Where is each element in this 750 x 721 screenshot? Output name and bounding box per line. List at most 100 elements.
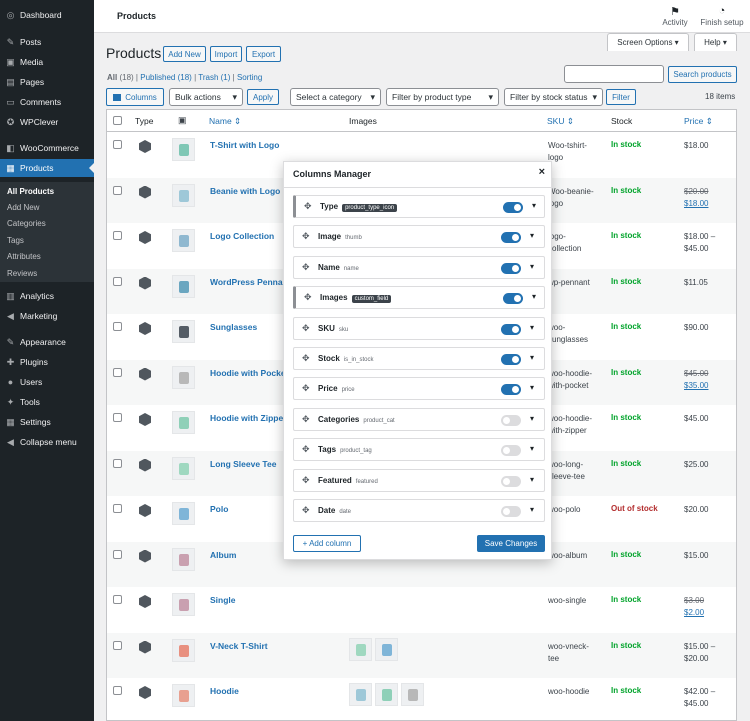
sidebar-item-products[interactable]: ▦ Products [0, 159, 94, 177]
column-row-type[interactable]: ✥ Type product_type_icon ▾ [293, 195, 545, 218]
sidebar-item-settings[interactable]: ▦ Settings [0, 413, 94, 431]
drag-handle-icon[interactable]: ✥ [302, 444, 310, 455]
row-checkbox[interactable] [113, 458, 122, 468]
column-row-image[interactable]: ✥ Image thumb ▾ [293, 225, 545, 249]
product-name-link[interactable]: WordPress Pennant [210, 276, 290, 287]
drag-handle-icon[interactable]: ✥ [302, 474, 310, 485]
chevron-down-icon[interactable]: ▾ [530, 231, 535, 241]
search-products-button[interactable]: Search products [668, 66, 737, 83]
column-toggle[interactable] [501, 354, 521, 365]
select-all-checkbox[interactable] [113, 116, 122, 125]
close-icon[interactable]: × [538, 166, 545, 178]
row-checkbox[interactable] [113, 276, 122, 286]
product-thumbnail[interactable] [172, 547, 195, 571]
sidebar-item-appearance[interactable]: ✎ Appearance [0, 333, 94, 351]
sidebar-item-comments[interactable]: ▭ Comments [0, 93, 94, 111]
gallery-image[interactable] [401, 683, 424, 706]
column-toggle[interactable] [503, 293, 523, 305]
gallery-image[interactable] [349, 637, 372, 661]
column-toggle[interactable] [501, 506, 521, 517]
product-name-link[interactable]: Sunglasses [210, 322, 258, 332]
column-row-name[interactable]: ✥ Name name ▾ [293, 255, 545, 279]
submenu-tags[interactable]: Tags [7, 235, 24, 245]
gallery-image[interactable] [349, 683, 372, 706]
sidebar-item-media[interactable]: ▣ Media [0, 53, 94, 71]
product-name-link[interactable]: Beanie with Logo [210, 185, 281, 196]
screen-options-button[interactable]: Screen Options ▾ [607, 33, 689, 51]
sidebar-item-plugins[interactable]: ✚ Plugins [0, 353, 94, 371]
product-name-link[interactable]: V-Neck T-Shirt [210, 640, 268, 651]
view-sorting[interactable]: Sorting [236, 73, 263, 82]
drag-handle-icon[interactable]: ✥ [302, 261, 310, 272]
product-thumbnail[interactable] [172, 365, 195, 389]
row-checkbox[interactable] [113, 413, 122, 422]
product-type-select[interactable]: Filter by product type [386, 88, 499, 106]
view-trash[interactable]: Trash (1) [198, 73, 231, 82]
columns-button[interactable]: Columns [106, 88, 164, 106]
row-checkbox[interactable] [113, 640, 122, 650]
product-thumbnail[interactable] [172, 638, 195, 662]
product-name-link[interactable]: Logo Collection [210, 231, 275, 241]
save-changes-button[interactable]: Save Changes [477, 535, 545, 552]
submenu-attributes[interactable]: Attributes [7, 252, 41, 262]
submenu-categories[interactable]: Categories [7, 219, 46, 229]
column-toggle[interactable] [501, 475, 521, 487]
row-checkbox[interactable] [113, 504, 122, 513]
column-toggle[interactable] [501, 384, 521, 396]
sidebar-item-tools[interactable]: ✦ Tools [0, 393, 94, 411]
product-name-link[interactable]: Hoodie with Zipper [210, 413, 287, 423]
column-row-categories[interactable]: ✥ Categories product_cat ▾ [293, 407, 545, 431]
column-row-price[interactable]: ✥ Price price ▾ [293, 377, 545, 401]
sidebar-item-wpclever[interactable]: ✪ WPClever [0, 113, 94, 131]
column-row-date[interactable]: ✥ Date date ▾ [293, 499, 545, 522]
drag-handle-icon[interactable]: ✥ [302, 413, 310, 424]
column-toggle[interactable] [503, 202, 523, 213]
category-select[interactable]: Select a category [290, 88, 381, 106]
gallery-image[interactable] [375, 683, 398, 706]
column-toggle[interactable] [501, 445, 521, 457]
product-name-link[interactable]: Long Sleeve Tee [210, 458, 277, 469]
sidebar-item-dashboard[interactable]: ◎ Dashboard [0, 6, 94, 24]
drag-handle-icon[interactable]: ✥ [302, 231, 310, 242]
sidebar-item-analytics[interactable]: ▥ Analytics [0, 287, 94, 305]
chevron-down-icon[interactable]: ▾ [530, 444, 535, 454]
product-thumbnail[interactable] [172, 138, 195, 161]
drag-handle-icon[interactable]: ✥ [302, 383, 310, 394]
row-checkbox[interactable] [113, 140, 122, 149]
chevron-down-icon[interactable]: ▾ [530, 383, 535, 393]
sidebar-item-collapse-menu[interactable]: ◀ Collapse menu [0, 433, 94, 451]
chevron-down-icon[interactable]: ▾ [530, 474, 535, 484]
add-column-button[interactable]: + Add column [293, 535, 361, 552]
column-row-stock[interactable]: ✥ Stock is_in_stock ▾ [293, 347, 545, 370]
view-published[interactable]: Published (18) [140, 73, 192, 82]
product-name-link[interactable]: Album [210, 549, 237, 560]
column-toggle[interactable] [501, 323, 521, 335]
view-all[interactable]: All (18) [107, 73, 134, 82]
column-toggle[interactable] [501, 262, 521, 274]
help-button[interactable]: Help ▾ [694, 33, 737, 51]
sidebar-item-woocommerce[interactable]: ◧ WooCommerce [0, 139, 94, 157]
product-name-link[interactable]: Single [210, 595, 236, 605]
chevron-down-icon[interactable]: ▾ [530, 505, 535, 514]
finish-setup-button[interactable]: ◔ Finish setup [697, 5, 747, 27]
chevron-down-icon[interactable]: ▾ [532, 201, 537, 210]
drag-handle-icon[interactable]: ✥ [304, 292, 312, 303]
column-row-images[interactable]: ✥ Images custom_field ▾ [293, 286, 545, 310]
import-button[interactable]: Import [210, 46, 242, 62]
product-thumbnail[interactable] [172, 229, 195, 252]
drag-handle-icon[interactable]: ✥ [304, 201, 312, 211]
submenu-reviews[interactable]: Reviews [7, 268, 38, 278]
column-row-sku[interactable]: ✥ SKU sku ▾ [293, 316, 545, 340]
header-sku[interactable]: SKU ⇕ [547, 116, 574, 126]
filter-button[interactable]: Filter [606, 89, 636, 105]
row-checkbox[interactable] [113, 686, 122, 695]
sidebar-item-marketing[interactable]: ◀ Marketing [0, 307, 94, 325]
add-new-button[interactable]: Add New [163, 46, 206, 62]
row-checkbox[interactable] [113, 185, 122, 195]
product-thumbnail[interactable] [172, 411, 195, 434]
row-checkbox[interactable] [113, 322, 122, 331]
stock-status-select[interactable]: Filter by stock status [504, 88, 603, 106]
drag-handle-icon[interactable]: ✥ [302, 322, 310, 333]
activity-button[interactable]: ⚑ Activity [658, 5, 692, 27]
column-toggle[interactable] [501, 414, 521, 426]
